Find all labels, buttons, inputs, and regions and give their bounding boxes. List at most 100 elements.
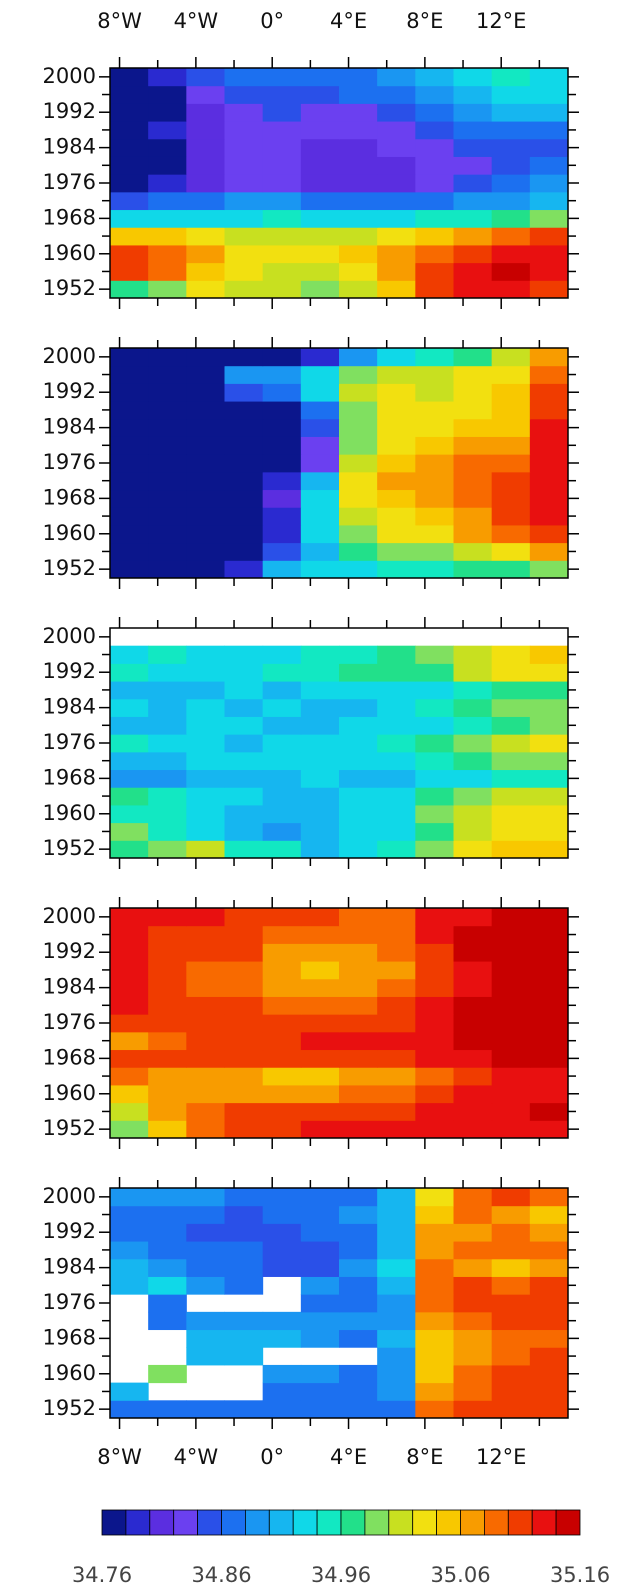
heat-cell <box>415 365 454 384</box>
heat-cell <box>491 925 531 944</box>
heat-cell <box>148 471 187 491</box>
heat-cell <box>224 471 264 491</box>
heat-cell <box>300 262 340 281</box>
heat-cell <box>415 174 454 193</box>
heat-cell <box>186 156 225 175</box>
heat-cell <box>377 418 416 437</box>
heat-cell <box>377 436 416 455</box>
heat-cell <box>110 103 149 122</box>
heat-cell <box>453 734 493 753</box>
heat-cell <box>339 681 378 700</box>
heat-cell <box>300 908 340 927</box>
heat-cell <box>453 961 493 980</box>
heat-cell <box>491 681 531 700</box>
heat-cell <box>262 1382 302 1401</box>
heat-cell <box>339 698 378 717</box>
x-tick-label: 4°E <box>330 9 367 33</box>
heat-cell <box>491 68 531 87</box>
heat-cell <box>491 840 531 859</box>
heat-cell <box>186 1276 225 1295</box>
heat-cell <box>110 471 149 491</box>
heat-cell <box>415 1329 454 1348</box>
heat-cell <box>453 1102 493 1121</box>
heat-cell <box>377 138 416 157</box>
heat-cell <box>186 401 225 420</box>
heat-cell <box>415 454 454 473</box>
heat-cell <box>262 489 302 508</box>
heat-cell <box>491 156 531 175</box>
heat-cell <box>300 943 340 962</box>
heat-cell <box>491 751 531 771</box>
heat-cell <box>529 121 569 140</box>
heat-cell <box>110 1102 149 1121</box>
heat-cell <box>377 1382 416 1401</box>
heat-cell <box>262 822 302 841</box>
heat-cell <box>339 663 378 682</box>
heat-cell <box>491 1049 531 1068</box>
heat-cell <box>110 1049 149 1068</box>
y-tick-label: 1952 <box>43 1396 96 1420</box>
heat-cell <box>339 1067 378 1086</box>
heat-cell <box>415 138 454 157</box>
heat-cell <box>262 804 302 824</box>
heat-cell <box>186 436 225 455</box>
heat-cell <box>224 121 264 140</box>
heat-cell <box>339 507 378 526</box>
heat-cell <box>377 489 416 508</box>
heat-cell <box>186 103 225 122</box>
heat-cell <box>453 1031 493 1051</box>
heat-cell <box>110 507 149 526</box>
heat-cell <box>110 174 149 193</box>
y-tick-label: 1976 <box>43 1010 96 1034</box>
heat-cell <box>186 734 225 753</box>
heat-cell <box>110 787 149 806</box>
heat-cell <box>529 489 569 508</box>
y-tick-label: 1960 <box>43 521 96 545</box>
heat-cell <box>148 454 187 473</box>
heat-cell <box>262 418 302 437</box>
heat-cell <box>224 1205 264 1224</box>
heat-cell <box>415 996 454 1015</box>
heat-cell <box>529 244 569 264</box>
heat-cell <box>491 209 531 228</box>
x-tick-label: 4°W <box>174 9 219 33</box>
y-tick-label: 1992 <box>43 379 96 403</box>
heat-cell <box>224 925 264 944</box>
heat-cell <box>377 348 416 367</box>
heat-cell <box>224 961 264 980</box>
heat-cell <box>262 1329 302 1348</box>
heat-cell <box>148 996 187 1015</box>
heat-cell <box>148 1400 187 1419</box>
heat-cell <box>491 227 531 246</box>
heat-cell <box>300 1329 340 1348</box>
heat-cell <box>224 698 264 717</box>
heat-cell <box>110 560 149 579</box>
heat-cell <box>415 1049 454 1068</box>
heat-cell <box>453 804 493 824</box>
heat-cell <box>224 174 264 193</box>
heat-cell <box>491 1067 531 1086</box>
heat-cell <box>186 1102 225 1121</box>
heat-cell <box>148 787 187 806</box>
heat-cell <box>110 524 149 544</box>
heat-cell <box>186 943 225 962</box>
heat-cell <box>339 961 378 980</box>
heat-cell <box>529 996 569 1015</box>
heat-cell <box>148 645 187 664</box>
heat-cell <box>186 507 225 526</box>
heat-cell <box>186 1241 225 1260</box>
heat-cell <box>415 943 454 962</box>
heat-cell <box>186 418 225 437</box>
y-tick-label: 1992 <box>43 659 96 683</box>
heat-cell <box>415 1400 454 1419</box>
heat-cell <box>148 663 187 682</box>
heat-cell <box>300 1364 340 1384</box>
heat-cell <box>529 418 569 437</box>
heat-cell <box>186 840 225 859</box>
heat-cell <box>491 1311 531 1331</box>
heat-cell <box>148 1364 187 1384</box>
heat-cell <box>148 542 187 561</box>
heat-cell <box>491 365 531 384</box>
heat-cell <box>148 681 187 700</box>
heat-cell <box>377 925 416 944</box>
